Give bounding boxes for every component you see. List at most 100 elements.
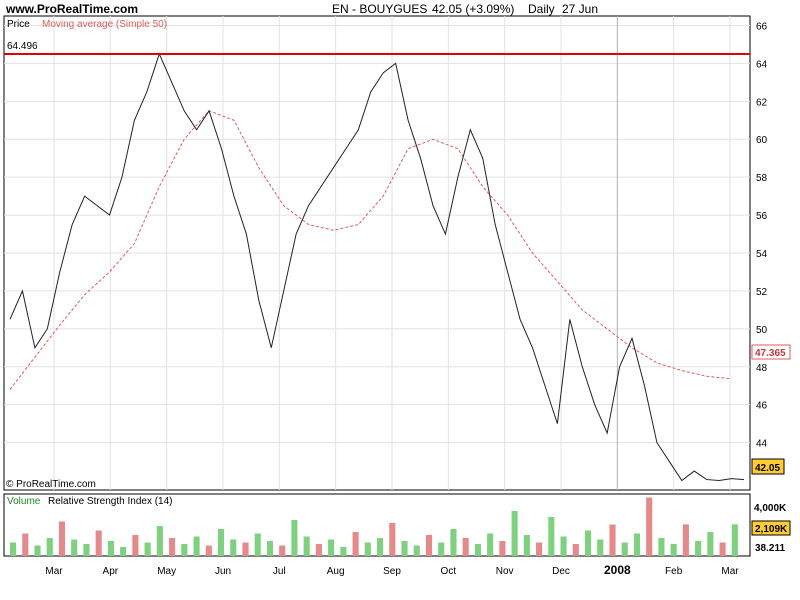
volume-bar	[144, 542, 151, 556]
price-tick-label: 56	[756, 211, 768, 222]
volume-bar	[46, 538, 53, 556]
last-price-text: 42.05	[755, 463, 780, 474]
volume-bar	[499, 541, 506, 556]
volume-bar	[58, 521, 66, 556]
month-tick-label: Feb	[665, 566, 683, 577]
copyright-label: © ProRealTime.com	[6, 479, 96, 490]
volume-bar	[511, 511, 518, 556]
volume-bar	[731, 524, 738, 556]
volume-bar	[609, 524, 616, 556]
volume-bar	[597, 539, 604, 556]
volume-bar	[279, 545, 286, 556]
month-tick-label: Nov	[496, 566, 514, 577]
last-price-badge	[751, 458, 785, 475]
rsi-legend-label: Relative Strength Index (14)	[48, 496, 173, 507]
month-axis: Mar Apr May Jun Jul Aug Sep Oct Nov Dec 2008 Feb Mar	[45, 563, 739, 577]
month-tick-label: Mar	[721, 566, 739, 577]
volume-bar	[156, 526, 163, 556]
volume-bar	[536, 542, 543, 556]
volume-bar	[10, 542, 17, 556]
month-tick-label: Aug	[327, 566, 345, 577]
volume-bar	[83, 544, 90, 556]
volume-bar	[22, 533, 29, 556]
rsi-value-text: 38.211	[755, 543, 785, 554]
volume-scale-top: 4,000K	[754, 503, 787, 514]
month-tick-label: Dec	[552, 566, 570, 577]
volume-bar	[438, 542, 445, 556]
volume-bar	[254, 533, 261, 556]
volume-value-text: 2,109K	[755, 524, 788, 535]
price-tick-label: 46	[756, 401, 768, 412]
volume-legend-label: Volume	[7, 496, 41, 507]
period-label: Daily	[528, 2, 555, 16]
volume-bar	[621, 542, 628, 556]
price-tick-label: 58	[756, 173, 768, 184]
volume-bar	[572, 544, 579, 556]
volume-bar	[95, 530, 102, 556]
price-tick-label: 66	[756, 21, 768, 32]
volume-bar	[670, 544, 677, 556]
month-tick-label: May	[157, 566, 176, 577]
volume-bar	[291, 520, 298, 556]
price-legend-label: Price	[7, 19, 30, 30]
volume-bar	[364, 542, 371, 556]
moving-average-line	[9, 110, 732, 390]
volume-bar	[523, 535, 530, 556]
volume-bar	[205, 545, 212, 556]
month-tick-label: 2008	[604, 563, 631, 577]
volume-bars	[10, 497, 738, 556]
volume-bar	[377, 538, 384, 556]
volume-bar	[548, 517, 555, 556]
volume-bar	[413, 545, 420, 556]
volume-bar	[340, 547, 347, 556]
volume-bar	[352, 532, 359, 556]
volume-bar	[584, 530, 592, 556]
month-tick-label: Oct	[441, 566, 457, 577]
ma-value-text: 47.365	[755, 348, 786, 359]
volume-bar	[682, 524, 689, 556]
volume-bar	[169, 538, 176, 556]
volume-bar	[462, 538, 469, 556]
price-tick-label: 60	[756, 135, 768, 146]
volume-bar	[266, 541, 274, 556]
volume-bar	[107, 541, 114, 556]
resistance-label: 64.496	[7, 41, 38, 52]
volume-bar	[242, 542, 249, 556]
volume-bar	[132, 535, 139, 556]
volume-bar	[71, 539, 78, 556]
volume-bar	[34, 545, 41, 556]
ma-legend-label: Moving average (Simple 50)	[42, 19, 167, 30]
price-tick-label: 62	[756, 97, 768, 108]
price-tick-label: 52	[756, 287, 768, 298]
volume-bar	[487, 533, 494, 556]
price-tick-label: 48	[756, 363, 768, 374]
date-label: 27 Jun	[562, 2, 598, 16]
price-tick-label: 50	[756, 325, 768, 336]
volume-value-badge	[751, 520, 791, 536]
volume-bar	[389, 523, 396, 556]
volume-bar	[193, 536, 200, 556]
volume-bar	[560, 536, 567, 556]
month-tick-label: Mar	[45, 566, 63, 577]
site-title[interactable]: www.ProRealTime.com	[5, 2, 138, 16]
instrument-title: EN - BOUYGUES	[332, 2, 427, 16]
volume-bar	[474, 544, 481, 556]
volume-bar	[303, 536, 310, 556]
volume-bar	[315, 544, 322, 556]
volume-bar	[719, 542, 726, 556]
volume-bar	[120, 547, 127, 556]
volume-bar	[707, 532, 714, 556]
month-tick-label: Jun	[215, 566, 231, 577]
price-line	[9, 52, 745, 482]
volume-bar	[230, 539, 237, 556]
last-price-change: 42.05 (+3.09%)	[432, 2, 514, 16]
month-tick-label: Apr	[103, 566, 119, 577]
volume-bar	[401, 541, 408, 556]
volume-bar	[181, 544, 188, 556]
volume-bar	[425, 535, 433, 556]
volume-bar	[646, 497, 653, 556]
ma-value-badge	[751, 344, 791, 360]
volume-bar	[328, 539, 335, 556]
month-tick-label: Jul	[273, 566, 286, 577]
